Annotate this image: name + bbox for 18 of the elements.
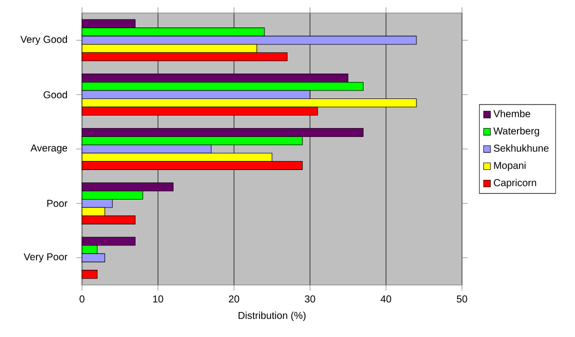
x-tick-label: 20 (228, 295, 240, 302)
y-tick-label: Good (44, 90, 67, 98)
legend-label: Vhembe (493, 110, 530, 118)
x-tick-label: 0 (80, 295, 84, 302)
y-tick-label: Very Good (20, 36, 67, 45)
legend-label: Capricorn (494, 178, 536, 188)
x-tick-label: 40 (380, 295, 392, 302)
y-tick-label: Very Poor (24, 253, 68, 262)
legend-label: Sekhukhune (494, 144, 549, 152)
bar (82, 270, 98, 279)
x-tick-label: 50 (456, 295, 468, 302)
legend-label: Mopani (494, 162, 526, 171)
x-tick-label: 10 (153, 295, 164, 302)
y-tick-label: Poor (47, 200, 68, 207)
legend-label: Waterberg (493, 127, 540, 136)
x-axis-title: Distribution (%) (238, 312, 306, 321)
y-tick-label: Average (30, 144, 68, 154)
x-tick-label: 30 (304, 295, 316, 302)
